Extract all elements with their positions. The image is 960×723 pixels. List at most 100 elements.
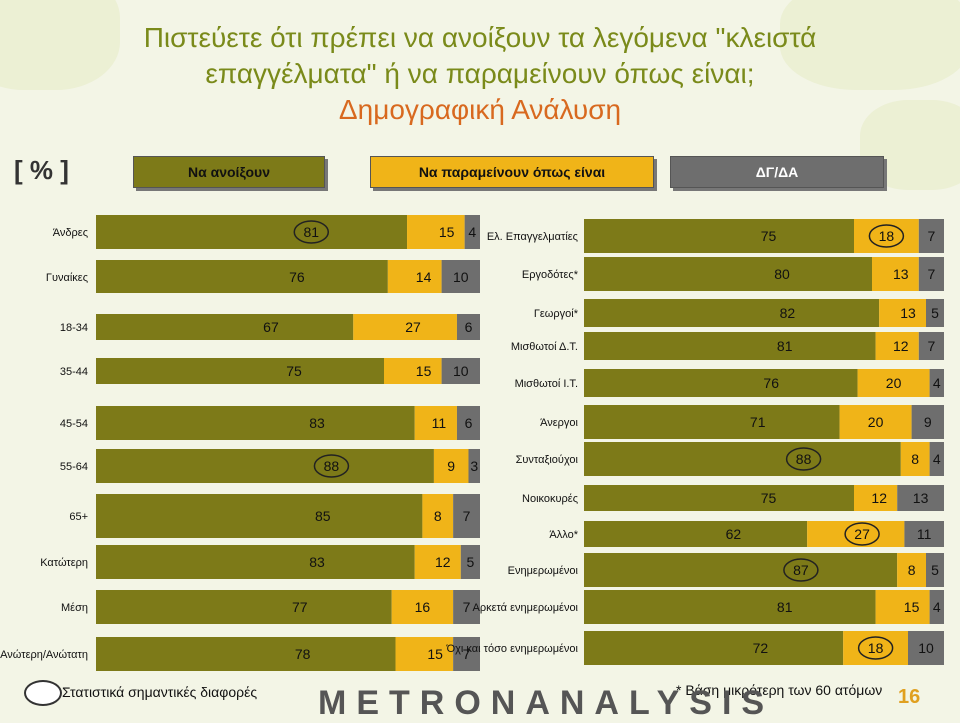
bar-segment <box>918 219 944 253</box>
data-label: 72 <box>753 640 769 656</box>
data-label: 7 <box>928 228 936 244</box>
background-puzzle-piece <box>0 0 120 90</box>
data-label: 81 <box>777 599 793 615</box>
bar-segment <box>911 405 944 439</box>
legend-remain-label: Να παραμείνουν όπως είναι <box>418 164 606 180</box>
bar-segment <box>584 369 858 397</box>
bar-segment <box>96 545 415 579</box>
significance-circle <box>783 558 819 582</box>
data-label: 5 <box>931 305 939 321</box>
significance-marker-icon <box>24 680 62 706</box>
data-label: 27 <box>854 526 870 542</box>
data-label: 7 <box>928 266 936 282</box>
legend-dk-label: ΔΓ/ΔΑ <box>755 164 799 180</box>
title-subtitle: Δημογραφική Ανάλυση <box>338 94 622 125</box>
data-label: 88 <box>324 458 340 474</box>
bar-segment <box>453 637 480 671</box>
data-label: 16 <box>415 599 431 615</box>
bar-segment <box>929 442 944 476</box>
bar-segment <box>879 299 926 327</box>
bar-segment <box>353 314 457 340</box>
bar-segment <box>468 449 480 483</box>
significance-circle <box>293 220 330 244</box>
bar-segment <box>96 260 388 294</box>
bar-segment <box>387 260 442 294</box>
data-label: 75 <box>761 228 777 244</box>
data-label: 14 <box>416 269 432 285</box>
bar-segment <box>584 219 854 253</box>
title-line-2: επαγγέλματα" ή να παραμείνουν όπως είναι… <box>205 58 755 89</box>
bar-segment <box>96 590 392 624</box>
bar-segment <box>918 332 944 360</box>
data-label: 7 <box>928 338 936 354</box>
data-label: 4 <box>933 451 941 467</box>
bar-segment <box>464 215 480 249</box>
bar-segment <box>414 406 457 440</box>
category-label: Νοικοκυρές <box>522 493 578 505</box>
data-label: 6 <box>465 319 473 335</box>
data-label: 87 <box>793 562 809 578</box>
legend-dk: ΔΓ/ΔΑ <box>670 156 884 188</box>
legend-remain: Να παραμείνουν όπως είναι <box>370 156 654 188</box>
data-label: 12 <box>893 338 909 354</box>
significance-circle <box>313 454 350 478</box>
data-label: 81 <box>777 338 793 354</box>
category-label: Μισθωτοί Δ.Τ. <box>511 341 578 353</box>
data-label: 13 <box>913 490 929 506</box>
bar-segment <box>456 314 480 340</box>
bar-segment <box>857 369 930 397</box>
data-label: 7 <box>463 508 471 524</box>
data-label: 4 <box>468 224 476 240</box>
data-label: 15 <box>416 363 432 379</box>
bar-segment <box>441 358 480 384</box>
bar-segment <box>918 257 944 291</box>
data-label: 67 <box>263 319 279 335</box>
bar-segment <box>584 442 901 476</box>
background-puzzle-piece <box>780 0 960 90</box>
data-label: 15 <box>439 224 455 240</box>
data-label: 8 <box>911 451 919 467</box>
category-label: Γεωργοί* <box>534 308 579 320</box>
bar-segment <box>441 260 480 294</box>
bar-segment <box>414 545 461 579</box>
category-label: Γυναίκες <box>46 272 88 284</box>
category-label: Άνεργοι <box>540 417 578 429</box>
category-label: Ενημερωμένοι <box>508 565 579 577</box>
significance-circle <box>857 636 894 660</box>
data-label: 5 <box>931 562 939 578</box>
bar-segment <box>584 521 808 547</box>
bar-segment <box>904 521 944 547</box>
bar-segment <box>875 590 930 624</box>
base-note: * Βάση μικρότερη των 60 ατόμων <box>676 682 883 698</box>
data-label: 76 <box>763 375 779 391</box>
title-line-1: Πιστεύετε ότι πρέπει να ανοίξουν τα λεγό… <box>143 22 817 53</box>
data-label: 62 <box>726 526 742 542</box>
category-label: Άνδρες <box>53 227 88 239</box>
data-label: 3 <box>470 458 478 474</box>
bar-segment <box>584 631 844 665</box>
bar-segment <box>584 590 876 624</box>
data-label: 9 <box>924 414 932 430</box>
bar-segment <box>926 299 944 327</box>
bar-segment <box>584 332 876 360</box>
bar-segment <box>407 215 465 249</box>
bar-segment <box>926 553 944 587</box>
data-label: 7 <box>463 599 471 615</box>
significance-circle <box>868 224 905 248</box>
category-label: Ανώτερη/Ανώτατη <box>0 649 88 661</box>
significance-circle <box>785 447 822 471</box>
category-label: Κατώτερη <box>40 557 88 569</box>
category-label: 55-64 <box>60 461 88 473</box>
bar-segment <box>391 590 454 624</box>
page-number: 16 <box>898 686 921 708</box>
significance-note: Στατιστικά σημαντικές διαφορές <box>62 684 258 700</box>
data-label: 11 <box>432 415 447 431</box>
bar-segment <box>584 485 854 511</box>
bar-segment <box>453 590 480 624</box>
bar-segment <box>584 553 898 587</box>
data-label: 81 <box>303 224 319 240</box>
bar-segment <box>422 494 454 538</box>
bar-segment <box>96 314 354 340</box>
bar-segment <box>929 369 944 397</box>
category-label: 45-54 <box>60 418 88 430</box>
